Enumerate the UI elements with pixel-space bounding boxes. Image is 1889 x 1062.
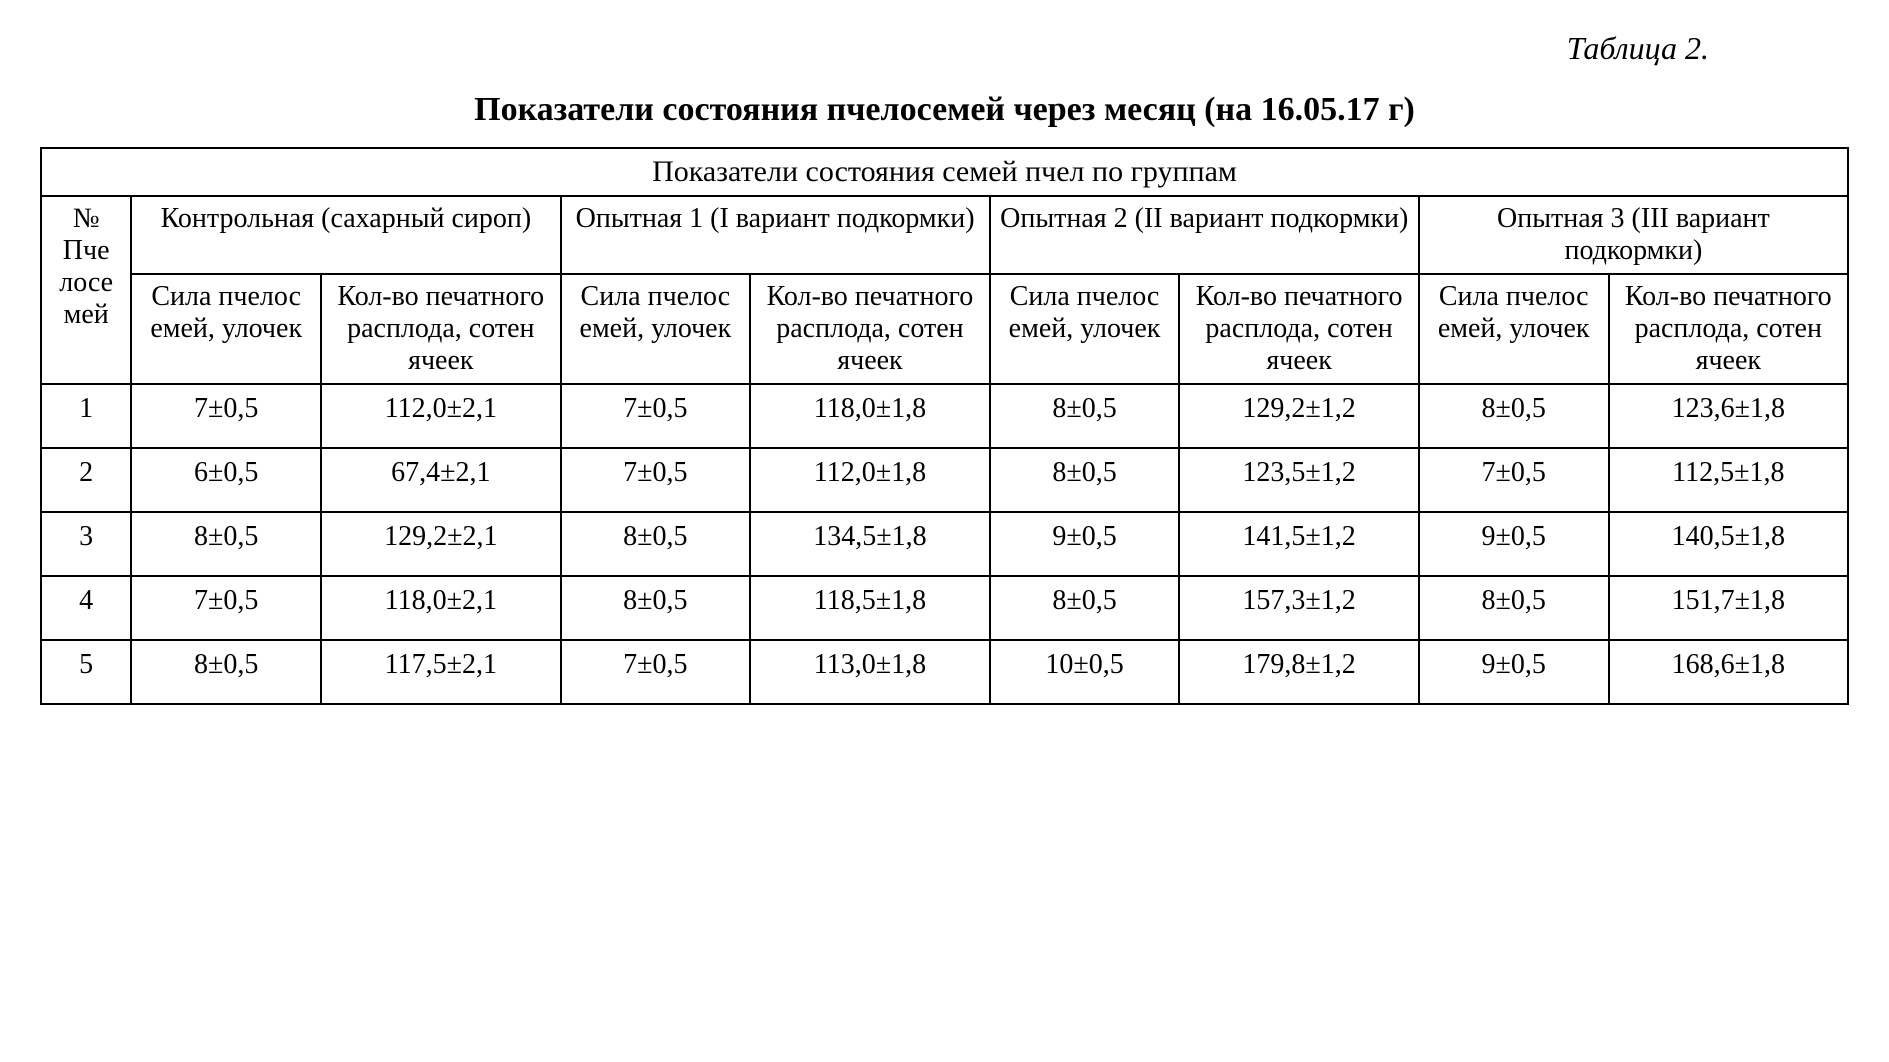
cell-rasp: 118,0±2,1	[321, 576, 560, 640]
cell-rasp: 113,0±1,8	[750, 640, 989, 704]
col-header-sila: Сила пчелос емей, улочек	[131, 274, 321, 384]
col-header-rasp: Кол-во печатного расплода, сотен ячеек	[1179, 274, 1418, 384]
col-header-group-1: Опытная 1 (I вариант подкормки)	[561, 196, 990, 274]
col-header-sila: Сила пчелос емей, улочек	[990, 274, 1180, 384]
cell-rasp: 129,2±2,1	[321, 512, 560, 576]
col-header-group-2: Опытная 2 (II вариант подкормки)	[990, 196, 1419, 274]
cell-rasp: 179,8±1,2	[1179, 640, 1418, 704]
table-row: 4 7±0,5 118,0±2,1 8±0,5 118,5±1,8 8±0,5 …	[41, 576, 1848, 640]
cell-num: 1	[41, 384, 131, 448]
table-row: 1 7±0,5 112,0±2,1 7±0,5 118,0±1,8 8±0,5 …	[41, 384, 1848, 448]
table-row: Показатели состояния семей пчел по групп…	[41, 148, 1848, 196]
cell-sila: 8±0,5	[1419, 576, 1609, 640]
table-head: Показатели состояния семей пчел по групп…	[41, 148, 1848, 384]
table-row: 5 8±0,5 117,5±2,1 7±0,5 113,0±1,8 10±0,5…	[41, 640, 1848, 704]
cell-sila: 7±0,5	[131, 576, 321, 640]
cell-sila: 8±0,5	[990, 448, 1180, 512]
cell-rasp: 112,0±2,1	[321, 384, 560, 448]
cell-rasp: 168,6±1,8	[1609, 640, 1848, 704]
col-header-rasp: Кол-во печатного расплода, сотен ячеек	[1609, 274, 1848, 384]
col-header-group-0: Контрольная (сахарный сироп)	[131, 196, 560, 274]
cell-sila: 7±0,5	[1419, 448, 1609, 512]
super-header: Показатели состояния семей пчел по групп…	[41, 148, 1848, 196]
table-row: Сила пчелос емей, улочек Кол-во печатног…	[41, 274, 1848, 384]
cell-sila: 9±0,5	[1419, 512, 1609, 576]
cell-sila: 8±0,5	[1419, 384, 1609, 448]
cell-rasp: 112,5±1,8	[1609, 448, 1848, 512]
cell-sila: 8±0,5	[990, 384, 1180, 448]
cell-sila: 7±0,5	[561, 448, 751, 512]
cell-rasp: 118,0±1,8	[750, 384, 989, 448]
cell-rasp: 118,5±1,8	[750, 576, 989, 640]
cell-sila: 8±0,5	[561, 512, 751, 576]
col-header-num: № Пче лосе мей	[41, 196, 131, 384]
col-header-rasp: Кол-во печатного расплода, сотен ячеек	[750, 274, 989, 384]
cell-rasp: 117,5±2,1	[321, 640, 560, 704]
cell-num: 3	[41, 512, 131, 576]
table-caption: Таблица 2.	[40, 30, 1849, 67]
cell-rasp: 151,7±1,8	[1609, 576, 1848, 640]
col-header-group-3: Опытная 3 (III вариант подкормки)	[1419, 196, 1848, 274]
cell-sila: 9±0,5	[990, 512, 1180, 576]
cell-rasp: 141,5±1,2	[1179, 512, 1418, 576]
col-header-sila: Сила пчелос емей, улочек	[561, 274, 751, 384]
col-header-sila: Сила пчелос емей, улочек	[1419, 274, 1609, 384]
cell-rasp: 123,5±1,2	[1179, 448, 1418, 512]
cell-sila: 7±0,5	[561, 384, 751, 448]
cell-rasp: 134,5±1,8	[750, 512, 989, 576]
col-header-rasp: Кол-во печатного расплода, сотен ячеек	[321, 274, 560, 384]
cell-sila: 7±0,5	[561, 640, 751, 704]
cell-sila: 8±0,5	[561, 576, 751, 640]
cell-sila: 10±0,5	[990, 640, 1180, 704]
table-row: № Пче лосе мей Контрольная (сахарный сир…	[41, 196, 1848, 274]
cell-rasp: 67,4±2,1	[321, 448, 560, 512]
cell-num: 2	[41, 448, 131, 512]
cell-sila: 8±0,5	[990, 576, 1180, 640]
cell-rasp: 123,6±1,8	[1609, 384, 1848, 448]
table-title: Показатели состояния пчелосемей через ме…	[40, 91, 1849, 129]
cell-sila: 7±0,5	[131, 384, 321, 448]
cell-rasp: 112,0±1,8	[750, 448, 989, 512]
cell-sila: 8±0,5	[131, 512, 321, 576]
cell-sila: 9±0,5	[1419, 640, 1609, 704]
cell-rasp: 129,2±1,2	[1179, 384, 1418, 448]
cell-sila: 6±0,5	[131, 448, 321, 512]
cell-rasp: 157,3±1,2	[1179, 576, 1418, 640]
cell-sila: 8±0,5	[131, 640, 321, 704]
table-row: 2 6±0,5 67,4±2,1 7±0,5 112,0±1,8 8±0,5 1…	[41, 448, 1848, 512]
cell-num: 5	[41, 640, 131, 704]
cell-num: 4	[41, 576, 131, 640]
table-row: 3 8±0,5 129,2±2,1 8±0,5 134,5±1,8 9±0,5 …	[41, 512, 1848, 576]
cell-rasp: 140,5±1,8	[1609, 512, 1848, 576]
bee-table: Показатели состояния семей пчел по групп…	[40, 147, 1849, 705]
table-body: 1 7±0,5 112,0±2,1 7±0,5 118,0±1,8 8±0,5 …	[41, 384, 1848, 704]
